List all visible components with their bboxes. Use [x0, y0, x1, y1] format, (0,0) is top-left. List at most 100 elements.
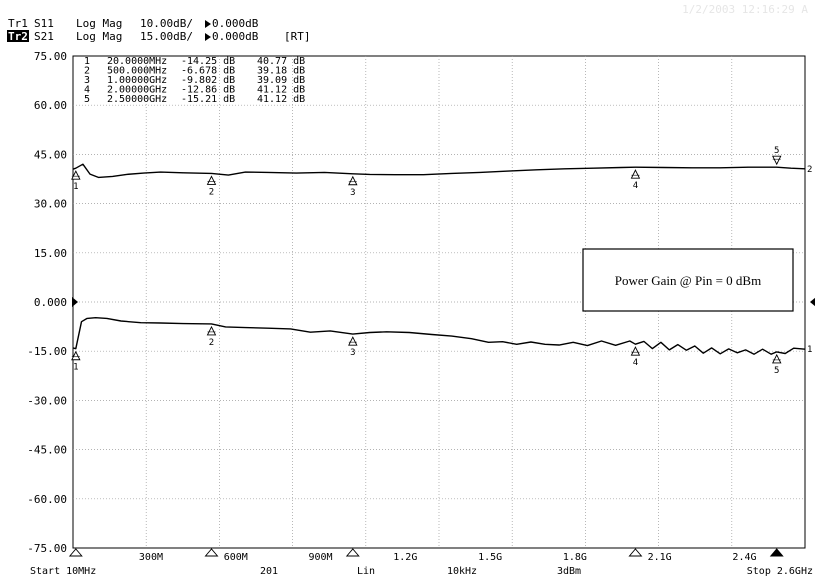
- marker-table-freq: 20.0000MHz: [107, 56, 167, 67]
- marker-table-id: 5: [84, 94, 90, 105]
- trace2-scale: 15.00dB/: [140, 30, 193, 43]
- footer-start: Start 10MHz: [30, 566, 96, 577]
- annotation-box: [582, 248, 794, 312]
- marker-table-id: 3: [84, 75, 90, 86]
- x-tick-label: 1.5G: [478, 552, 502, 563]
- marker-table-s21: 41.12 dB: [257, 85, 305, 96]
- marker-triangle-icon: [206, 175, 217, 185]
- marker-table-s11: -12.86 dB: [181, 85, 235, 96]
- marker-table-s11: -9.802 dB: [181, 75, 235, 86]
- marker-triangle-icon: [772, 353, 782, 364]
- marker-table-s11: -6.678 dB: [181, 66, 235, 77]
- y-tick-label: -30.00: [27, 394, 67, 407]
- trace-markers: 1 2 3 4 5 1 2 3 4 5: [68, 146, 784, 557]
- marker-number: 3: [350, 348, 355, 358]
- marker-triangle-icon: [71, 350, 81, 361]
- x-tick-label: 2.4G: [732, 552, 756, 563]
- y-tick-label: 30.00: [34, 198, 67, 211]
- x-tick-label: 300M: [139, 552, 163, 563]
- marker-triangle-icon: [630, 169, 641, 179]
- trace2-ref-arrow-icon: [205, 33, 211, 41]
- marker-triangle-icon: [772, 155, 782, 166]
- marker-table-s21: 39.18 dB: [257, 66, 305, 77]
- x-tick-label: 1.2G: [393, 552, 417, 563]
- marker-number: 1: [73, 182, 78, 192]
- trace1-reference: 0.000dB: [212, 17, 259, 30]
- axis-marker-triangle-icon: [345, 548, 360, 557]
- trace1-ref-arrow-icon: [205, 20, 211, 28]
- marker-triangle-icon: [348, 175, 358, 186]
- footer-points: 201: [260, 566, 278, 577]
- marker-table-s11: -15.21 dB: [181, 94, 235, 105]
- trace2-format: Log Mag: [76, 30, 122, 43]
- marker-number: 2: [209, 187, 214, 197]
- reference-arrow-right-icon: [810, 297, 815, 307]
- trace2-label: Tr2: [8, 30, 28, 43]
- marker-table-id: 2: [84, 66, 90, 77]
- footer-power: 3dBm: [557, 566, 581, 577]
- y-axis-ticks: 75.00 60.00 45.00 30.00 15.00 0.000 -15.00 -30.…: [27, 50, 67, 555]
- marker-triangle-icon: [630, 346, 641, 356]
- footer-sweep: Lin: [357, 566, 375, 577]
- marker-table-freq: 500.000MHz: [107, 66, 167, 77]
- y-tick-label: -75.00: [27, 542, 67, 555]
- marker-triangle-icon: [206, 325, 217, 336]
- marker-table-id: 4: [84, 85, 90, 96]
- marker-number: 5: [774, 366, 779, 376]
- x-tick-label: 1.8G: [563, 552, 587, 563]
- marker-table-s21: 39.09 dB: [257, 75, 305, 86]
- plot-series: 21: [72, 163, 812, 355]
- marker-table-freq: 2.50000GHz: [107, 94, 167, 105]
- axis-marker-triangle-icon: [628, 548, 643, 557]
- trace2-parameter: S21: [34, 30, 54, 43]
- x-tick-label: 600M: [224, 552, 248, 563]
- marker-triangle-icon: [348, 336, 358, 346]
- y-tick-label: 75.00: [34, 50, 67, 63]
- trace-line-tr2: [72, 163, 806, 179]
- trace1-label: Tr1: [8, 17, 28, 30]
- marker-table-freq: 1.00000GHz: [107, 75, 167, 86]
- marker-table-s21: 40.77 dB: [257, 56, 305, 67]
- marker-number: 4: [633, 181, 638, 191]
- x-axis-ticks: 300M 600M 900M 1.2G 1.5G 1.8G 2.1G 2.4G: [139, 552, 757, 563]
- trace2-reference: 0.000dB: [212, 30, 259, 43]
- marker-table-s21: 41.12 dB: [257, 94, 305, 105]
- marker-table-s11: -14.25 dB: [181, 56, 235, 67]
- trace1-format: Log Mag: [76, 17, 122, 30]
- y-tick-label: 45.00: [34, 148, 67, 161]
- y-tick-label: -60.00: [27, 493, 67, 506]
- trace2-badge: [7, 30, 29, 42]
- marker-table-freq: 2.00000GHz: [107, 85, 167, 96]
- marker-number: 2: [209, 338, 214, 348]
- trace2-tag: [RT]: [284, 30, 311, 43]
- marker-table: 1 20.0000MHz -14.25 dB 40.77 dB 2 500.000MHz -…: [84, 56, 305, 105]
- y-tick-label: 0.000: [34, 296, 67, 309]
- annotation-text: Power Gain @ Pin = 0 dBm: [615, 273, 761, 288]
- trace1-parameter: S11: [34, 17, 54, 30]
- y-tick-label: -45.00: [27, 444, 67, 457]
- axis-marker-triangle-icon: [769, 548, 784, 557]
- marker-table-id: 1: [84, 56, 90, 67]
- marker-number: 1: [73, 363, 78, 373]
- y-tick-label: -15.00: [27, 345, 67, 358]
- trace1-scale: 10.00dB/: [140, 17, 193, 30]
- trace-line-tr1: [72, 317, 806, 355]
- marker-number: 5: [774, 146, 779, 156]
- marker-number: 4: [633, 358, 638, 368]
- footer-ifbw: 10kHz: [447, 566, 477, 577]
- axis-marker-triangle-icon: [68, 548, 83, 557]
- x-tick-label: 2.1G: [648, 552, 672, 563]
- marker-number: 3: [350, 188, 355, 198]
- y-tick-label: 60.00: [34, 99, 67, 112]
- marker-triangle-icon: [71, 170, 81, 180]
- timestamp: 1/2/2003 12:16:29 A: [682, 3, 808, 16]
- axis-marker-triangle-icon: [204, 548, 219, 557]
- reference-arrow-left-icon: [72, 297, 78, 307]
- trace-end-label: 2: [807, 165, 812, 175]
- footer-stop: Stop 2.6GHz: [747, 566, 813, 577]
- trace-end-label: 1: [807, 345, 812, 355]
- reference-arrows: [72, 297, 815, 307]
- x-tick-label: 900M: [308, 552, 332, 563]
- y-tick-label: 15.00: [34, 247, 67, 260]
